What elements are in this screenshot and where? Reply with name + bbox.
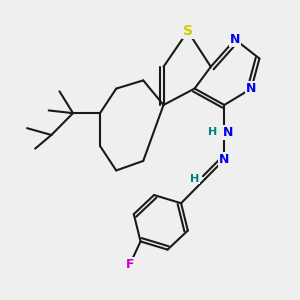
Text: N: N (219, 153, 230, 166)
Text: S: S (183, 24, 193, 38)
Text: H: H (208, 127, 217, 137)
Text: F: F (125, 258, 134, 271)
Text: N: N (246, 82, 256, 95)
Text: H: H (190, 174, 199, 184)
Text: N: N (223, 126, 233, 139)
Text: N: N (230, 33, 240, 46)
